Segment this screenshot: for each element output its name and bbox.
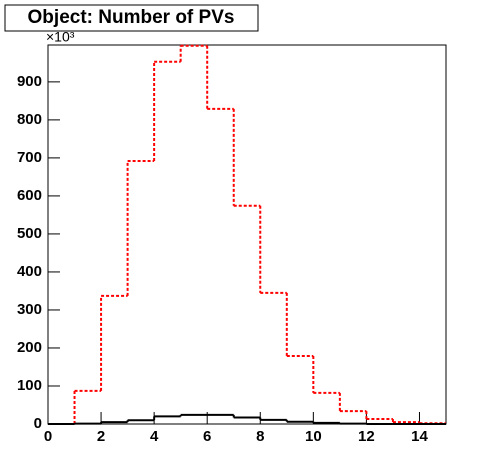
y-tick-label: 900: [17, 73, 42, 90]
chart-title: Object: Number of PVs: [28, 7, 235, 28]
y-tick-label: 700: [17, 149, 42, 166]
title-box: [4, 4, 259, 32]
x-tick-label: 14: [411, 428, 428, 445]
x-tick-label: 10: [305, 428, 322, 445]
x-tick-label: 2: [97, 428, 105, 445]
x-tick-label: 6: [203, 428, 211, 445]
y-tick-label: 400: [17, 263, 42, 280]
y-multiplier: ×10³: [46, 29, 75, 45]
y-tick-label: 300: [17, 301, 42, 318]
y-tick-label: 800: [17, 111, 42, 128]
x-tick-label: 8: [256, 428, 264, 445]
y-tick-label: 200: [17, 339, 42, 356]
x-tick-label: 0: [44, 428, 52, 445]
y-tick-label: 100: [17, 377, 42, 394]
plot-frame: [47, 44, 447, 425]
x-tick-label: 12: [358, 428, 375, 445]
y-tick-label: 500: [17, 225, 42, 242]
y-tick-label: 0: [34, 415, 42, 432]
x-tick-label: 4: [150, 428, 159, 445]
y-tick-label: 600: [17, 187, 42, 204]
